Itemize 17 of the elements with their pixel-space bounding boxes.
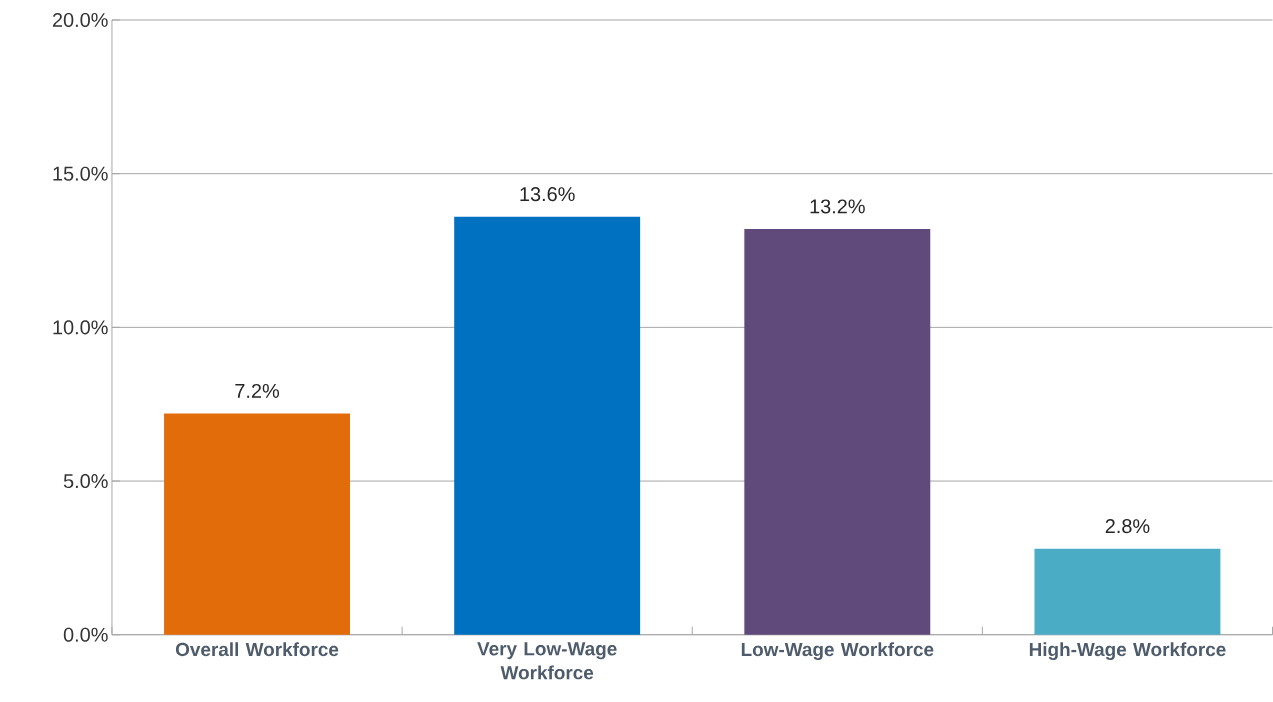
y-tick-label: 0.0% bbox=[63, 627, 108, 642]
bar bbox=[744, 229, 931, 635]
y-tick-label: 20.0% bbox=[52, 13, 108, 28]
bar bbox=[1034, 548, 1221, 635]
data-label: 2.8% bbox=[1105, 519, 1150, 534]
data-label: 13.2% bbox=[810, 199, 865, 214]
x-tick-label: Very Low-Wage Workforce bbox=[477, 642, 617, 680]
bar bbox=[454, 216, 641, 635]
data-label: 7.2% bbox=[235, 384, 280, 399]
x-tick-label: High-Wage Workforce bbox=[1029, 642, 1226, 661]
y-tick-label: 5.0% bbox=[63, 474, 108, 489]
x-tick-label: Overall Workforce bbox=[175, 642, 339, 657]
y-tick-label: 15.0% bbox=[53, 166, 108, 181]
bar bbox=[164, 413, 350, 635]
y-tick-label: 10.0% bbox=[53, 320, 108, 335]
data-label: 13.6% bbox=[520, 187, 575, 202]
x-tick-label: Low-Wage Workforce bbox=[741, 642, 934, 661]
